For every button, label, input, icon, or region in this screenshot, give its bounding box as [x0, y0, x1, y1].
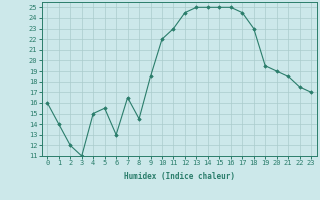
X-axis label: Humidex (Indice chaleur): Humidex (Indice chaleur): [124, 172, 235, 181]
